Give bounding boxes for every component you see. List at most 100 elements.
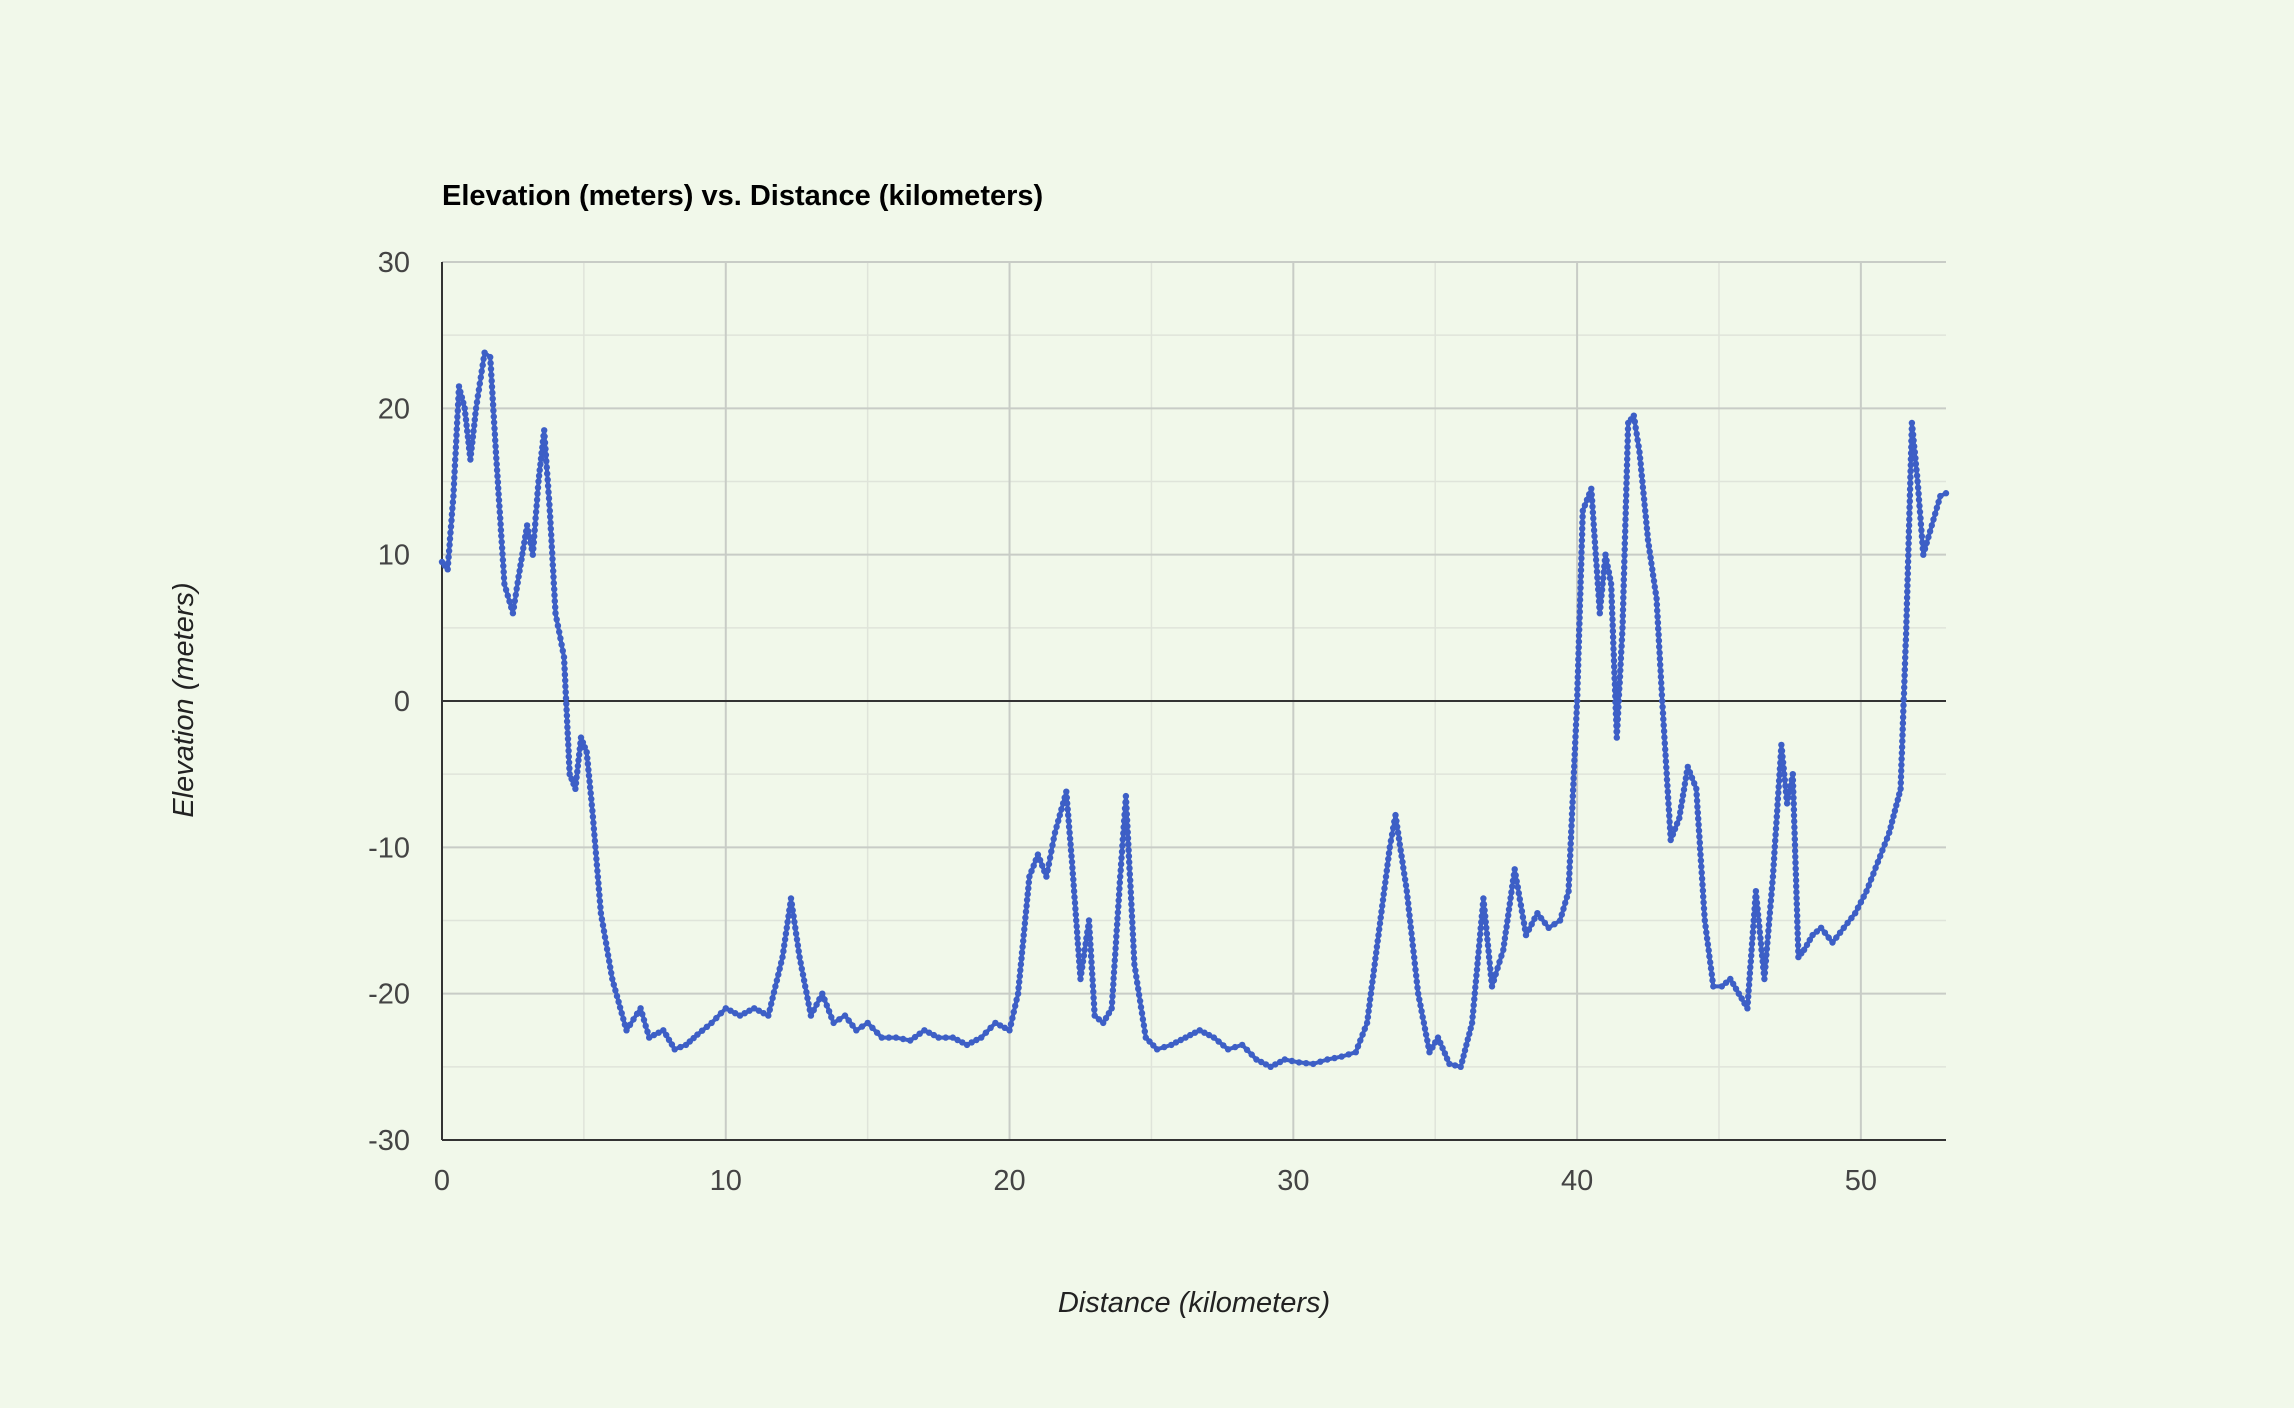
data-point [1643, 519, 1650, 526]
data-point [452, 444, 460, 451]
data-point [1903, 618, 1910, 625]
data-point [547, 525, 554, 532]
data-point [1579, 507, 1587, 514]
data-point [1366, 996, 1374, 1003]
data-point [1572, 721, 1580, 728]
data-point [1089, 976, 1096, 984]
data-point [1112, 939, 1120, 946]
data-point [899, 1035, 907, 1043]
data-point [1370, 972, 1377, 980]
data-point [1575, 638, 1583, 645]
data-point [766, 1006, 773, 1013]
data-point [1127, 877, 1134, 884]
data-point [878, 1034, 885, 1041]
data-point [1363, 1019, 1371, 1027]
data-point [1917, 521, 1925, 528]
data-point [550, 579, 557, 587]
data-point [1396, 841, 1404, 848]
data-point [1774, 807, 1781, 814]
data-point [1576, 596, 1584, 604]
data-point [1505, 906, 1513, 913]
data-point [1563, 893, 1571, 901]
data-point [1413, 978, 1421, 985]
data-point [1854, 904, 1862, 911]
data-point [1935, 498, 1942, 506]
data-point [606, 957, 613, 965]
data-point [1870, 870, 1877, 877]
data-point [1623, 468, 1631, 475]
data-point [1899, 714, 1907, 721]
data-point [1753, 893, 1760, 901]
data-point [1492, 971, 1499, 978]
data-point [1127, 889, 1135, 896]
data-point [1253, 1056, 1260, 1063]
data-point [526, 533, 533, 541]
data-point [1624, 425, 1632, 433]
data-point [615, 998, 622, 1005]
data-point [1792, 871, 1800, 878]
data-point [551, 597, 558, 605]
data-point [982, 1029, 990, 1036]
data-point [1117, 867, 1124, 874]
data-point [1379, 896, 1387, 904]
data-point [1621, 546, 1628, 553]
data-point [1588, 485, 1595, 492]
data-point [453, 432, 460, 439]
data-point [1757, 940, 1765, 948]
data-point [1119, 842, 1126, 849]
data-point [1566, 858, 1574, 865]
data-point [1897, 773, 1905, 781]
data-point [1575, 644, 1582, 651]
data-point [1570, 769, 1578, 776]
data-point [453, 419, 461, 427]
data-point [1879, 847, 1886, 854]
data-point [1913, 466, 1920, 473]
data-point [548, 531, 555, 539]
data-point [660, 1027, 667, 1034]
data-point [1903, 624, 1910, 631]
data-point [1616, 685, 1623, 692]
data-point [1081, 946, 1088, 953]
data-point [1048, 848, 1055, 855]
data-point [668, 1041, 676, 1048]
data-point [1914, 478, 1921, 485]
data-point [792, 930, 800, 937]
data-point [493, 455, 500, 462]
data-point [1113, 933, 1120, 940]
data-point [1695, 815, 1702, 822]
data-point [1488, 983, 1496, 990]
data-point [1708, 971, 1716, 978]
data-point [828, 1013, 835, 1021]
data-point [1481, 907, 1488, 914]
data-point [1591, 533, 1598, 540]
data-point [1130, 955, 1138, 962]
data-point [708, 1019, 715, 1027]
data-point [1619, 612, 1627, 619]
data-point [444, 566, 451, 573]
data-point [1117, 873, 1124, 880]
data-point [1477, 925, 1484, 932]
data-point [858, 1023, 866, 1030]
data-point [1516, 896, 1524, 903]
data-point [1369, 978, 1376, 986]
data-point [1109, 987, 1117, 994]
data-point [1153, 1046, 1161, 1053]
data-point [1865, 882, 1873, 889]
data-point [1338, 1053, 1345, 1060]
data-point [781, 936, 789, 943]
data-point [1709, 977, 1716, 984]
data-point [1908, 419, 1916, 427]
data-point [1752, 888, 1760, 895]
data-point [1613, 734, 1621, 741]
data-point [1050, 835, 1057, 843]
data-point [533, 496, 541, 503]
data-point [1809, 931, 1816, 939]
data-point [1659, 709, 1667, 717]
data-point [1426, 1049, 1433, 1056]
data-point [499, 556, 507, 564]
data-point [1376, 926, 1383, 933]
data-point [1021, 920, 1029, 927]
data-point [1574, 680, 1581, 687]
data-point [1641, 501, 1648, 509]
data-point [1881, 841, 1888, 848]
